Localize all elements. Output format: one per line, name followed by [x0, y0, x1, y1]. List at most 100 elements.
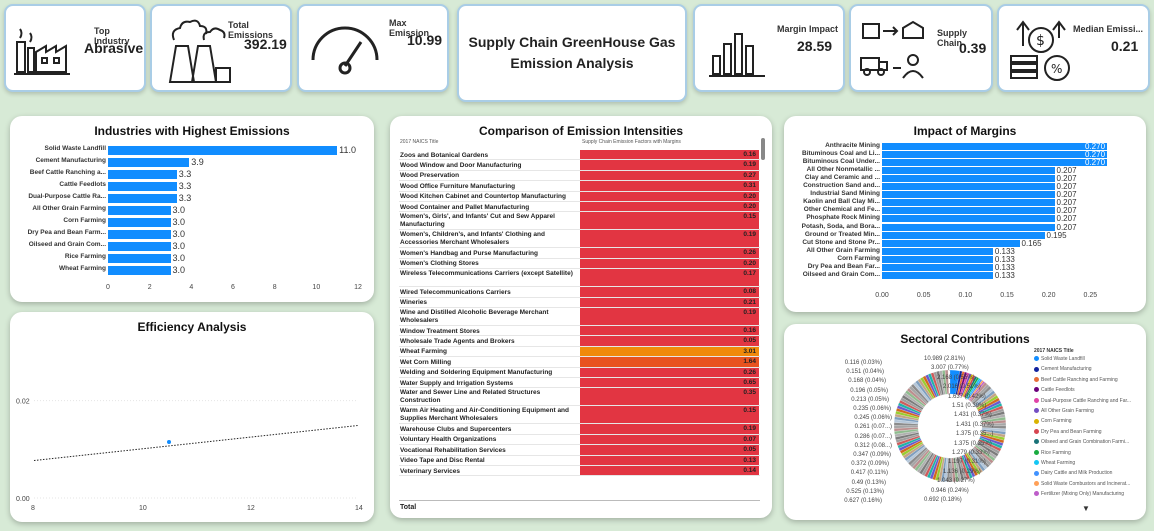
bar[interactable]	[882, 223, 1055, 231]
legend-dot	[1034, 397, 1039, 403]
dashboard-title: Supply Chain GreenHouse Gas Emission Ana…	[457, 4, 687, 102]
bar-category-label: Rice Farming	[64, 253, 106, 260]
table-row[interactable]: Water Supply and Irrigation Systems 0.65	[399, 378, 760, 389]
table-row[interactable]: Wireless Telecommunications Carriers (ex…	[399, 269, 760, 288]
trend-line	[33, 424, 359, 462]
bar[interactable]	[882, 199, 1055, 207]
bar-category-label: All Other Nonmetallic ...	[806, 166, 880, 174]
legend-item[interactable]: Solid Waste Landfill	[1034, 356, 1085, 362]
bar[interactable]	[108, 194, 177, 203]
bar-value-label: 0.270	[1085, 142, 1106, 151]
bar-category-label: Ground or Treated Min...	[804, 230, 880, 238]
table-row[interactable]: Wine and Distilled Alcoholic Beverage Me…	[399, 308, 760, 326]
table-header-factors[interactable]: Supply Chain Emission Factors with Margi…	[582, 139, 681, 145]
legend-item[interactable]: Cattle Feedlots	[1034, 387, 1075, 393]
bar[interactable]	[882, 271, 993, 279]
efficiency-panel[interactable]: Efficiency Analysis 0.02 0.00 8 10 12 14	[10, 312, 374, 522]
legend-label: Beef Cattle Ranching and Farming	[1041, 376, 1118, 383]
table-row[interactable]: Wood Container and Pallet Manufacturing 0…	[399, 202, 760, 213]
bar-value-label: 0.207	[1056, 190, 1077, 200]
legend-scroll-down-icon[interactable]: ▼	[1082, 504, 1090, 513]
x-axis-tick: 12	[247, 505, 255, 512]
bar[interactable]	[108, 158, 190, 167]
bar[interactable]	[882, 159, 1107, 167]
bar[interactable]	[108, 170, 177, 179]
legend-item[interactable]: Beef Cattle Ranching and Farming	[1034, 377, 1118, 383]
table-header-naics[interactable]: 2017 NAICS Title	[400, 139, 439, 145]
scatter-point[interactable]	[167, 440, 171, 445]
bar[interactable]	[882, 151, 1107, 159]
legend-item[interactable]: Cement Manufacturing	[1034, 366, 1092, 372]
bar[interactable]	[882, 215, 1055, 223]
table-row[interactable]: Window Treatment Stores 0.16	[399, 326, 760, 337]
bar[interactable]	[108, 218, 171, 227]
margins-panel[interactable]: Impact of Margins Anthracite Mining 0.270…	[784, 116, 1146, 312]
bar[interactable]	[108, 254, 171, 263]
bar[interactable]	[108, 242, 171, 251]
legend-item[interactable]: Wheat Farming	[1034, 460, 1075, 466]
bar[interactable]	[108, 230, 171, 239]
legend-item[interactable]: Dairy Cattle and Milk Production	[1034, 470, 1112, 476]
bar[interactable]	[108, 206, 171, 215]
legend-item[interactable]: Oilseed and Grain Combination Farmi...	[1034, 439, 1129, 445]
bar[interactable]	[882, 143, 1107, 150]
industries-panel[interactable]: Industries with Highest Emissions Solid …	[10, 116, 374, 302]
legend-item[interactable]: Dry Pea and Bean Farming	[1034, 429, 1102, 435]
kpi-max-emission-label: Max Emission	[389, 18, 430, 38]
sectoral-donut-chart[interactable]	[890, 366, 1010, 486]
table-cell-naics-title: Zoos and Botanical Gardens	[400, 151, 489, 159]
bar[interactable]	[882, 239, 1020, 247]
bar[interactable]	[108, 146, 338, 155]
table-row[interactable]: Water and Sewer Line and Related Structu…	[399, 388, 760, 407]
legend-label: Fertilizer (Mixing Only) Manufacturing	[1041, 491, 1125, 498]
bar[interactable]	[108, 266, 171, 275]
bar[interactable]	[882, 231, 1045, 239]
bar[interactable]	[882, 247, 993, 255]
table-row[interactable]: Warehouse Clubs and Supercenters 0.19	[399, 424, 760, 435]
kpi-supply-chain-label: Supply Chain	[937, 28, 968, 48]
table-row[interactable]: Women's Clothing Stores 0.20	[399, 258, 760, 270]
efficiency-scatter[interactable]: 0.02 0.008 10 12 14	[10, 312, 374, 522]
table-row[interactable]: Women's Handbag and Purse Manufacturing 0…	[399, 248, 760, 259]
table-row[interactable]: Wineries 0.21	[399, 297, 760, 308]
table-row[interactable]: Wired Telecommunications Carriers 0.08	[399, 287, 760, 298]
table-row[interactable]: Veterinary Services 0.14	[399, 466, 760, 477]
table-row[interactable]: Wood Kitchen Cabinet and Countertop Manu…	[399, 191, 760, 202]
x-axis-tick: 8	[31, 505, 35, 512]
table-row[interactable]: Women's, Children's, and Infants' Clothi…	[399, 230, 760, 249]
bar-value-label: 0.270	[1085, 158, 1106, 168]
table-row[interactable]: Voluntary Health Organizations 0.07	[399, 434, 760, 446]
bar[interactable]	[882, 255, 993, 263]
table-row[interactable]: Wood Window and Door Manufacturing 0.19	[399, 160, 760, 171]
table-cell-naics-title: Water Supply and Irrigation Systems	[400, 379, 514, 387]
bar-chart-icon	[709, 33, 765, 77]
bar[interactable]	[882, 167, 1055, 175]
table-scrollbar[interactable]	[761, 138, 765, 160]
legend-item[interactable]: Dual-Purpose Cattle Ranching and Far...	[1034, 398, 1131, 404]
legend-item[interactable]: Rice Farming	[1034, 450, 1071, 456]
legend-item[interactable]: Corn Farming	[1034, 418, 1072, 424]
bar[interactable]	[882, 183, 1055, 191]
bar[interactable]	[882, 207, 1055, 215]
table-row[interactable]: Wheat Farming 3.01	[399, 346, 760, 358]
table-row[interactable]: Wood Office Furniture Manufacturing 0.31	[399, 181, 760, 192]
legend-item[interactable]: Solid Waste Combustors and Incinerat...	[1034, 481, 1130, 487]
bar[interactable]	[882, 263, 993, 271]
donut-slice[interactable]	[944, 369, 949, 395]
table-row[interactable]: Wood Preservation 0.27	[399, 170, 760, 182]
table-row[interactable]: Women's, Girls', and Infants' Cut and Se…	[399, 212, 760, 231]
bar[interactable]	[882, 191, 1055, 199]
bar[interactable]	[108, 182, 177, 191]
table-row[interactable]: Warm Air Heating and Air-Conditioning Eq…	[399, 406, 760, 425]
legend-dot	[1034, 387, 1039, 393]
table-row[interactable]: Vocational Rehabilitation Services 0.05	[399, 445, 760, 456]
table-row[interactable]: Welding and Soldering Equipment Manufact…	[399, 367, 760, 378]
table-row[interactable]: Wholesale Trade Agents and Brokers 0.05	[399, 336, 760, 347]
bar[interactable]	[882, 175, 1055, 183]
table-row[interactable]: Video Tape and Disc Rental 0.13	[399, 455, 760, 466]
legend-item[interactable]: Fertilizer (Mixing Only) Manufacturing	[1034, 491, 1124, 497]
legend-item[interactable]: All Other Grain Farming	[1034, 408, 1094, 414]
table-row[interactable]: Wet Corn Milling 1.64	[399, 357, 760, 368]
table-row[interactable]: Zoos and Botanical Gardens 0.16	[399, 150, 760, 161]
sectoral-panel[interactable]: Sectoral Contributions 0.116 (0.03%) 0.15…	[784, 324, 1146, 520]
